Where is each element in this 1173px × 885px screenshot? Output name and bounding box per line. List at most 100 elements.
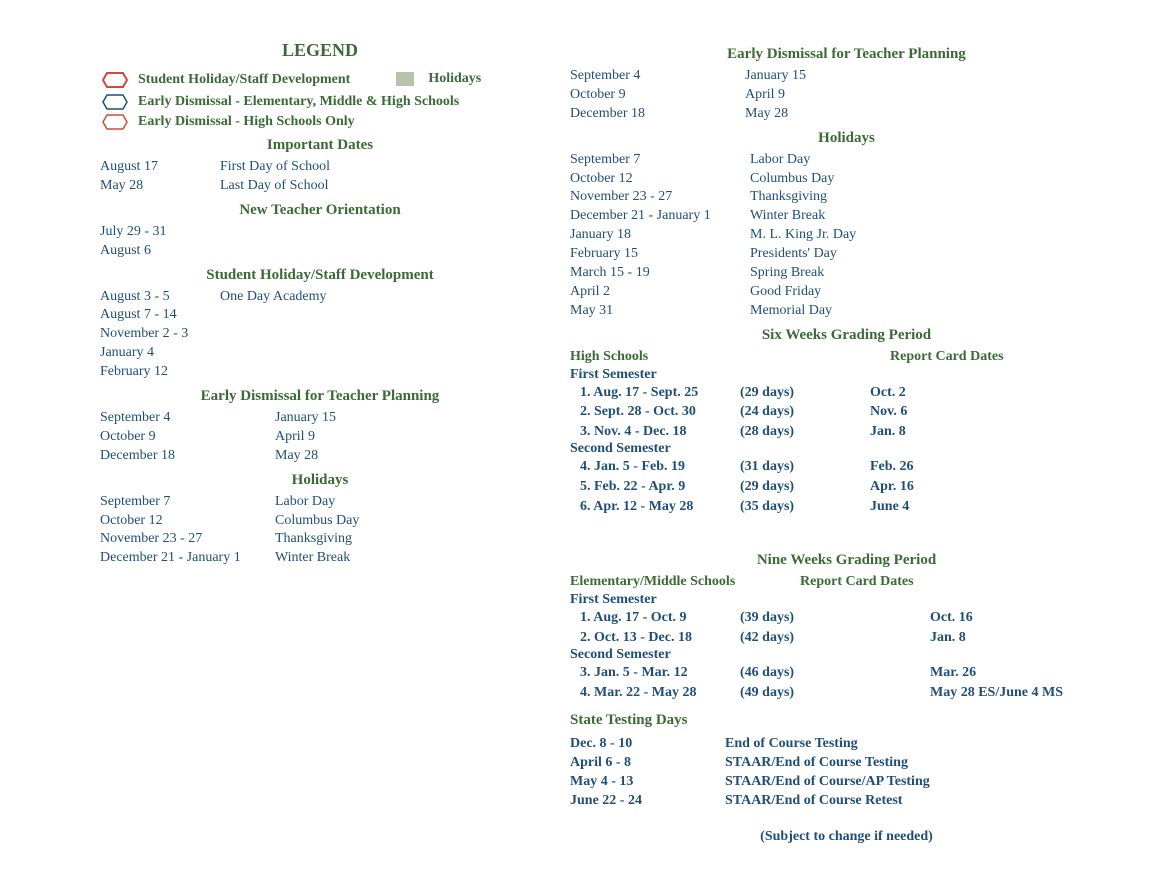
grading-row: 5. Feb. 22 - Apr. 9 (29 days) Apr. 16 bbox=[570, 477, 1123, 497]
label-cell: Winter Break bbox=[275, 549, 540, 568]
legend-label: Early Dismissal - Elementary, Middle & H… bbox=[138, 94, 459, 110]
first-semester-label: First Semester bbox=[570, 367, 1123, 383]
label-cell bbox=[220, 242, 540, 261]
right-column: Early Dismissal for Teacher Planning Sep… bbox=[570, 40, 1123, 845]
data-row: April 2 Good Friday bbox=[570, 283, 1123, 302]
calendar-legend-page: LEGEND Student Holiday/Staff Development… bbox=[0, 0, 1173, 885]
label-cell: Last Day of School bbox=[220, 177, 540, 196]
period-range: 1. Aug. 17 - Sept. 25 bbox=[580, 383, 740, 403]
grading-row: 1. Aug. 17 - Oct. 9 (39 days) Oct. 16 bbox=[570, 608, 1123, 628]
grading-row: 4. Mar. 22 - May 28 (49 days) May 28 ES/… bbox=[570, 683, 1123, 703]
period-range: 3. Jan. 5 - Mar. 12 bbox=[580, 663, 740, 683]
data-row: July 29 - 31 bbox=[100, 223, 540, 242]
date-cell: August 3 - 5 bbox=[100, 288, 220, 307]
date-cell: April 9 bbox=[745, 86, 1123, 105]
label-cell: One Day Academy bbox=[220, 288, 540, 307]
early-dismissal-right-title: Early Dismissal for Teacher Planning bbox=[570, 46, 1123, 63]
report-card-label: Report Card Dates bbox=[800, 573, 1123, 592]
grading-row: 2. Sept. 28 - Oct. 30 (24 days) Nov. 6 bbox=[570, 402, 1123, 422]
report-card-date: Oct. 16 bbox=[870, 608, 1123, 628]
legend-item: Holidays bbox=[390, 71, 481, 87]
testing-row: Dec. 8 - 10 End of Course Testing bbox=[570, 735, 1123, 754]
testing-label: STAAR/End of Course Retest bbox=[725, 792, 1123, 811]
report-card-date: Mar. 26 bbox=[870, 663, 1123, 683]
period-days: (49 days) bbox=[740, 683, 870, 703]
nine-weeks-header: Elementary/Middle Schools Report Card Da… bbox=[570, 573, 1123, 592]
date-cell: September 7 bbox=[100, 493, 275, 512]
data-row: September 7 Labor Day bbox=[570, 151, 1123, 170]
testing-date: May 4 - 13 bbox=[570, 773, 725, 792]
date-cell: November 23 - 27 bbox=[100, 530, 275, 549]
testing-row: June 22 - 24 STAAR/End of Course Retest bbox=[570, 792, 1123, 811]
date-cell: November 2 - 3 bbox=[100, 325, 220, 344]
date-cell: December 21 - January 1 bbox=[570, 207, 750, 226]
grading-row: 1. Aug. 17 - Sept. 25 (29 days) Oct. 2 bbox=[570, 383, 1123, 403]
date-cell: December 18 bbox=[100, 447, 275, 466]
date-cell: February 15 bbox=[570, 245, 750, 264]
data-row: August 17 First Day of School bbox=[100, 158, 540, 177]
label-cell: Thanksgiving bbox=[750, 188, 1123, 207]
label-cell: Columbus Day bbox=[275, 512, 540, 531]
data-row: November 23 - 27 Thanksgiving bbox=[570, 188, 1123, 207]
staff-dev-title: Student Holiday/Staff Development bbox=[100, 267, 540, 284]
label-cell: Memorial Day bbox=[750, 302, 1123, 321]
testing-row: May 4 - 13 STAAR/End of Course/AP Testin… bbox=[570, 773, 1123, 792]
legend-label: Holidays bbox=[428, 71, 481, 87]
date-cell: October 9 bbox=[100, 428, 275, 447]
period-range: 2. Oct. 13 - Dec. 18 bbox=[580, 628, 740, 648]
report-card-date: Jan. 8 bbox=[870, 422, 1123, 442]
date-cell: January 4 bbox=[100, 344, 220, 363]
testing-date: April 6 - 8 bbox=[570, 754, 725, 773]
testing-label: STAAR/End of Course/AP Testing bbox=[725, 773, 1123, 792]
period-days: (39 days) bbox=[740, 608, 870, 628]
data-row: November 2 - 3 bbox=[100, 325, 540, 344]
left-column: LEGEND Student Holiday/Staff Development… bbox=[100, 40, 540, 845]
data-row: May 31 Memorial Day bbox=[570, 302, 1123, 321]
date-cell: January 15 bbox=[745, 67, 1123, 86]
white-hex-icon bbox=[100, 93, 130, 111]
data-row: September 7 Labor Day bbox=[100, 493, 540, 512]
data-row: February 12 bbox=[100, 363, 540, 382]
testing-date: Dec. 8 - 10 bbox=[570, 735, 725, 754]
label-cell: Presidents' Day bbox=[750, 245, 1123, 264]
date-cell: May 28 bbox=[745, 105, 1123, 124]
data-row: August 7 - 14 bbox=[100, 306, 540, 325]
data-row: September 4 January 15 bbox=[100, 409, 540, 428]
data-row: February 15 Presidents' Day bbox=[570, 245, 1123, 264]
testing-date: June 22 - 24 bbox=[570, 792, 725, 811]
six-weeks-header: High Schools Report Card Dates bbox=[570, 348, 1123, 367]
date-cell: April 2 bbox=[570, 283, 750, 302]
second-semester-label: Second Semester bbox=[570, 647, 1123, 663]
data-row: January 4 bbox=[100, 344, 540, 363]
period-range: 5. Feb. 22 - Apr. 9 bbox=[580, 477, 740, 497]
report-card-date: Oct. 2 bbox=[870, 383, 1123, 403]
data-row: January 18 M. L. King Jr. Day bbox=[570, 226, 1123, 245]
data-row: September 4 January 15 bbox=[570, 67, 1123, 86]
date-cell: April 9 bbox=[275, 428, 540, 447]
nine-weeks-title: Nine Weeks Grading Period bbox=[570, 552, 1123, 569]
period-range: 1. Aug. 17 - Oct. 9 bbox=[580, 608, 740, 628]
data-row: May 28 Last Day of School bbox=[100, 177, 540, 196]
date-cell: September 4 bbox=[570, 67, 745, 86]
data-row: November 23 - 27 Thanksgiving bbox=[100, 530, 540, 549]
legend-label: Student Holiday/Staff Development bbox=[138, 72, 350, 88]
label-cell: Columbus Day bbox=[750, 170, 1123, 189]
data-row: December 21 - January 1 Winter Break bbox=[100, 549, 540, 568]
holidays-right-title: Holidays bbox=[570, 130, 1123, 147]
period-range: 2. Sept. 28 - Oct. 30 bbox=[580, 402, 740, 422]
legend-item: Student Holiday/Staff Development bbox=[100, 71, 350, 89]
legend-label: Early Dismissal - High Schools Only bbox=[138, 114, 355, 130]
testing-label: End of Course Testing bbox=[725, 735, 1123, 754]
data-row: December 18 May 28 bbox=[570, 105, 1123, 124]
report-card-date: Nov. 6 bbox=[870, 402, 1123, 422]
report-card-label: Report Card Dates bbox=[860, 348, 1123, 367]
data-row: December 21 - January 1 Winter Break bbox=[570, 207, 1123, 226]
date-cell: December 18 bbox=[570, 105, 745, 124]
footer-note: (Subject to change if needed) bbox=[570, 829, 1123, 845]
date-cell: October 12 bbox=[100, 512, 275, 531]
label-cell bbox=[220, 306, 540, 325]
date-cell: February 12 bbox=[100, 363, 220, 382]
date-cell: August 17 bbox=[100, 158, 220, 177]
period-days: (42 days) bbox=[740, 628, 870, 648]
state-testing-title: State Testing Days bbox=[570, 712, 1123, 729]
